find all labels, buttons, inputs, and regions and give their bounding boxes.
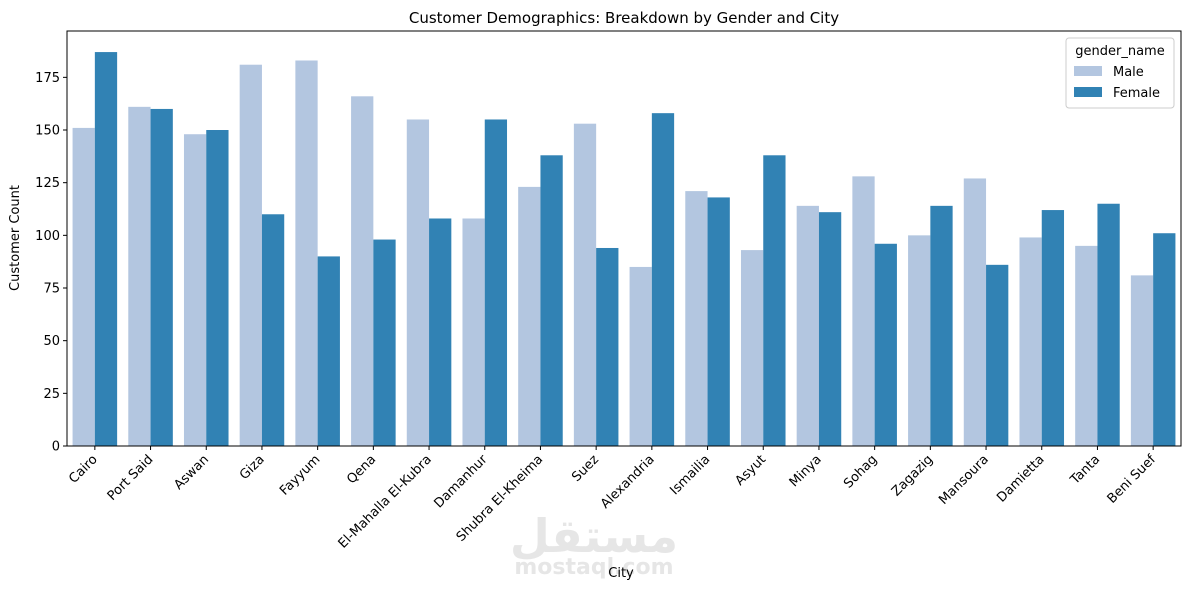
plot-frame bbox=[66, 30, 1182, 447]
bar-male-1 bbox=[72, 127, 95, 447]
bars-group bbox=[72, 52, 1176, 447]
bar-male-18 bbox=[1019, 237, 1042, 446]
legend-label-male: Male bbox=[1113, 65, 1144, 80]
bar-male-16 bbox=[908, 235, 931, 446]
x-tick-label: Alexandria bbox=[598, 452, 658, 512]
y-tick-label: 75 bbox=[43, 282, 60, 297]
bar-male-19 bbox=[1075, 245, 1098, 446]
x-tick-label: Port Said bbox=[105, 452, 157, 504]
bar-male-17 bbox=[963, 178, 987, 446]
x-tick-label: Qena bbox=[344, 452, 379, 487]
bar-female-13 bbox=[763, 155, 786, 447]
watermark: مستقل mostaql.com bbox=[510, 509, 678, 580]
bar-male-9 bbox=[518, 186, 541, 446]
x-tick-label: Cairo bbox=[66, 452, 100, 486]
bar-female-9 bbox=[540, 155, 563, 447]
y-tick-label: 25 bbox=[43, 387, 60, 402]
y-tick-label: 125 bbox=[35, 176, 60, 191]
bar-male-6 bbox=[351, 96, 374, 447]
bar-female-1 bbox=[94, 52, 118, 446]
bar-female-4 bbox=[261, 214, 285, 446]
bar-male-11 bbox=[629, 266, 652, 446]
bar-female-12 bbox=[707, 197, 730, 446]
legend-swatch-male bbox=[1074, 66, 1102, 76]
y-tick-label: 175 bbox=[35, 71, 60, 86]
bar-female-8 bbox=[484, 119, 508, 446]
watermark-latin: mostaql.com bbox=[514, 555, 673, 580]
y-axis: 0 25 50 75 100 125 150 175 bbox=[35, 71, 67, 455]
x-tick-label: Tanta bbox=[1067, 452, 1103, 488]
x-tick-label: Mansoura bbox=[936, 452, 992, 508]
watermark-arabic: مستقل bbox=[510, 509, 678, 563]
y-tick-label: 50 bbox=[43, 334, 60, 349]
bar-male-20 bbox=[1130, 275, 1154, 446]
y-tick-label: 150 bbox=[35, 124, 60, 139]
bar-female-5 bbox=[317, 256, 340, 446]
x-tick-label: Minya bbox=[787, 452, 825, 490]
x-tick-label: Asyut bbox=[733, 452, 770, 489]
bar-female-11 bbox=[651, 113, 675, 446]
x-tick-label: Suez bbox=[569, 452, 602, 485]
chart-title: Customer Demographics: Breakdown by Gend… bbox=[409, 9, 839, 27]
bar-female-16 bbox=[930, 205, 953, 446]
x-tick-label: Beni Suef bbox=[1105, 452, 1160, 507]
x-tick-label: Zagazig bbox=[889, 452, 936, 499]
bar-male-2 bbox=[128, 106, 151, 446]
x-tick-label: Ismailia bbox=[667, 452, 713, 498]
bar-female-3 bbox=[206, 130, 229, 446]
bar-male-7 bbox=[406, 119, 430, 446]
y-tick-label: 100 bbox=[35, 229, 60, 244]
bar-female-7 bbox=[429, 218, 452, 446]
x-tick-label: Fayyum bbox=[277, 452, 323, 498]
bar-male-12 bbox=[685, 191, 708, 446]
legend-swatch-female bbox=[1074, 87, 1102, 97]
legend-title: gender_name bbox=[1075, 44, 1164, 59]
legend-label-female: Female bbox=[1113, 86, 1160, 101]
bar-female-2 bbox=[150, 108, 173, 446]
x-tick-label: Aswan bbox=[171, 452, 212, 493]
y-axis-label: Customer Count bbox=[8, 185, 23, 291]
bar-female-15 bbox=[874, 243, 897, 446]
legend: gender_name Male Female bbox=[1065, 37, 1175, 109]
bar-male-14 bbox=[796, 205, 819, 446]
bar-male-5 bbox=[295, 60, 318, 447]
bar-female-18 bbox=[1041, 210, 1065, 446]
x-tick-label: Giza bbox=[237, 452, 268, 483]
bar-male-4 bbox=[239, 64, 262, 447]
bar-male-13 bbox=[740, 250, 764, 446]
bar-male-3 bbox=[183, 134, 207, 446]
x-tick-label: Damanhur bbox=[431, 452, 491, 512]
bar-female-14 bbox=[818, 212, 842, 446]
x-axis-label: City bbox=[608, 566, 634, 581]
bar-female-17 bbox=[986, 264, 1009, 446]
x-tick-label: Damietta bbox=[994, 452, 1047, 505]
bar-female-10 bbox=[596, 247, 619, 446]
x-tick-label: Sohag bbox=[841, 452, 880, 491]
bar-male-8 bbox=[462, 218, 485, 446]
bar-male-15 bbox=[852, 176, 875, 447]
bar-female-19 bbox=[1097, 203, 1120, 446]
y-tick-label: 0 bbox=[52, 440, 60, 455]
bar-female-20 bbox=[1153, 233, 1176, 446]
bar-male-10 bbox=[573, 123, 597, 446]
x-tick-label: El-Mahalla El-Kubra bbox=[336, 452, 435, 551]
bar-female-6 bbox=[373, 239, 396, 446]
